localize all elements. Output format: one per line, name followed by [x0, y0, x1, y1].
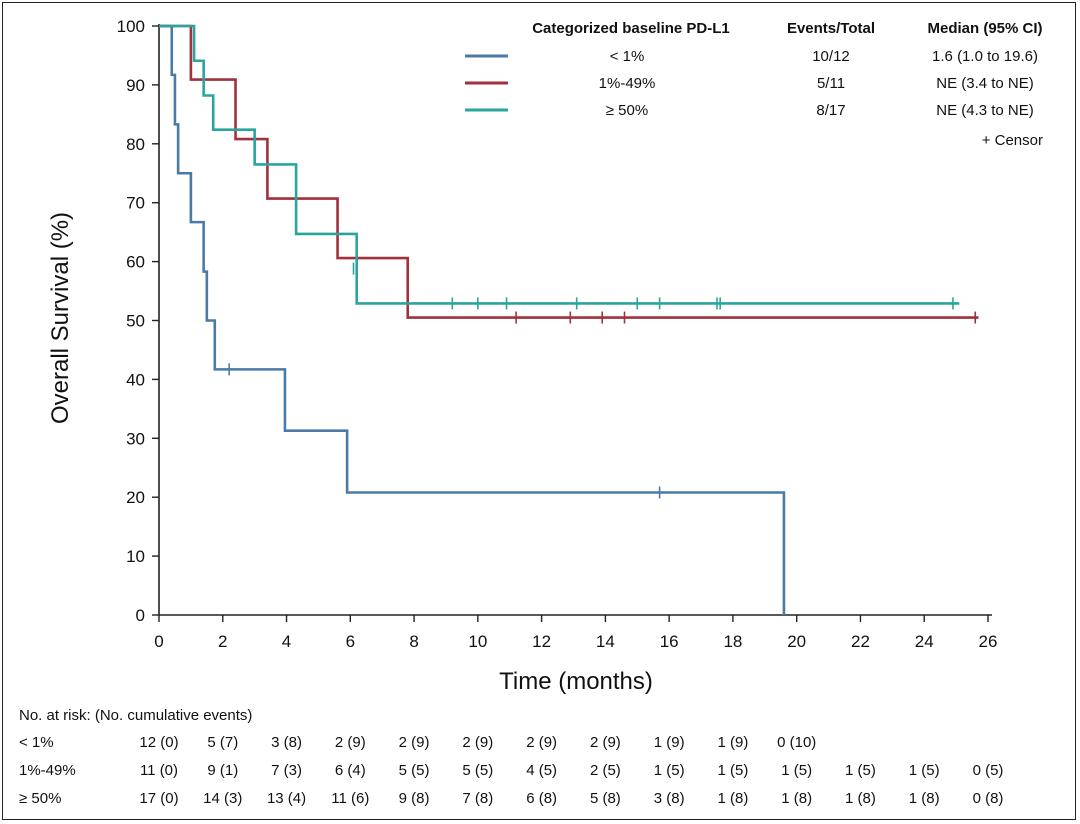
- risk-cell: 1 (5): [845, 762, 876, 779]
- y-tick-label: 80: [126, 135, 145, 154]
- x-tick-label: 22: [851, 632, 870, 651]
- x-axis-label: Time (months): [499, 668, 653, 695]
- risk-cell: 4 (5): [526, 762, 557, 779]
- risk-cell: 2 (5): [590, 762, 621, 779]
- risk-cell: 5 (8): [590, 790, 621, 807]
- risk-cell: 0 (8): [973, 790, 1004, 807]
- risk-cell: 1 (5): [781, 762, 812, 779]
- y-tick-label: 30: [126, 429, 145, 448]
- x-tick-label: 20: [787, 632, 806, 651]
- risk-cell: 14 (3): [203, 790, 242, 807]
- y-tick-label: 100: [117, 17, 145, 36]
- risk-cell: 6 (4): [335, 762, 366, 779]
- risk-cell: 1 (8): [718, 790, 749, 807]
- risk-cell: 1 (8): [845, 790, 876, 807]
- risk-row-label: ≥ 50%: [19, 790, 61, 807]
- risk-cell: 11 (6): [331, 790, 369, 807]
- risk-row-label: 1%-49%: [19, 762, 76, 779]
- risk-cell: 2 (9): [399, 734, 430, 751]
- legend-header-median: Median (95% CI): [927, 20, 1042, 37]
- risk-cell: 9 (1): [207, 762, 238, 779]
- x-tick-label: 26: [979, 632, 998, 651]
- risk-cell: 5 (5): [399, 762, 430, 779]
- survival-curve-1: [159, 24, 979, 319]
- legend-header-group: Categorized baseline PD-L1: [532, 20, 730, 37]
- x-tick-label: 4: [282, 632, 291, 651]
- risk-row-label: < 1%: [19, 734, 54, 751]
- legend-censor-note: + Censor: [982, 132, 1043, 149]
- survival-curves: [159, 24, 979, 615]
- y-tick-label: 40: [126, 370, 145, 389]
- legend-label: ≥ 50%: [606, 102, 648, 119]
- y-axis-label: Overall Survival (%): [47, 212, 74, 424]
- survival-curve-2: [159, 24, 960, 305]
- risk-cell: 7 (8): [462, 790, 493, 807]
- x-tick-label: 2: [218, 632, 227, 651]
- y-tick-label: 90: [126, 76, 145, 95]
- risk-table-title: No. at risk: (No. cumulative events): [19, 707, 252, 724]
- risk-cell: 1 (5): [909, 762, 940, 779]
- risk-table: No. at risk: (No. cumulative events) < 1%…: [19, 707, 1003, 807]
- legend-events: 10/12: [812, 48, 850, 65]
- legend-label: 1%-49%: [599, 75, 656, 92]
- risk-cell: 2 (9): [335, 734, 366, 751]
- risk-cell: 3 (8): [654, 790, 685, 807]
- risk-cell: 17 (0): [139, 790, 178, 807]
- x-tick-label: 6: [346, 632, 355, 651]
- legend-label: < 1%: [610, 48, 645, 65]
- x-tick-label: 16: [660, 632, 679, 651]
- risk-cell: 2 (9): [590, 734, 621, 751]
- x-tick-label: 24: [915, 632, 934, 651]
- x-tick-label: 10: [468, 632, 487, 651]
- risk-cell: 1 (8): [909, 790, 940, 807]
- legend-header-events: Events/Total: [787, 20, 875, 37]
- risk-cell: 6 (8): [526, 790, 557, 807]
- legend-median: NE (3.4 to NE): [936, 75, 1034, 92]
- survival-curve-0: [159, 24, 786, 615]
- x-tick-label: 14: [596, 632, 615, 651]
- legend-median: 1.6 (1.0 to 19.6): [932, 48, 1038, 65]
- risk-cell: 5 (5): [462, 762, 493, 779]
- legend: Categorized baseline PD-L1 Events/Total Me…: [465, 20, 1043, 149]
- risk-cell: 1 (8): [781, 790, 812, 807]
- y-tick-label: 10: [126, 547, 145, 566]
- risk-cell: 2 (9): [462, 734, 493, 751]
- risk-cell: 7 (3): [271, 762, 302, 779]
- x-tick-label: 0: [154, 632, 163, 651]
- y-tick-label: 20: [126, 488, 145, 507]
- y-tick-label: 0: [136, 606, 145, 625]
- y-tick-label: 60: [126, 253, 145, 272]
- risk-cell: 1 (5): [718, 762, 749, 779]
- risk-cell: 11 (0): [140, 762, 178, 779]
- risk-cell: 1 (9): [654, 734, 685, 751]
- legend-events: 5/11: [817, 75, 845, 92]
- y-tick-label: 70: [126, 194, 145, 213]
- x-tick-label: 18: [723, 632, 742, 651]
- risk-cell: 13 (4): [267, 790, 306, 807]
- risk-cell: 9 (8): [399, 790, 430, 807]
- x-tick-label: 12: [532, 632, 551, 651]
- risk-cell: 2 (9): [526, 734, 557, 751]
- x-tick-label: 8: [409, 632, 418, 651]
- risk-cell: 1 (9): [718, 734, 749, 751]
- y-tick-label: 50: [126, 312, 145, 331]
- risk-cell: 1 (5): [654, 762, 685, 779]
- risk-cell: 12 (0): [139, 734, 178, 751]
- risk-cell: 0 (10): [777, 734, 816, 751]
- legend-median: NE (4.3 to NE): [936, 102, 1034, 119]
- risk-cell: 3 (8): [271, 734, 302, 751]
- legend-events: 8/17: [816, 102, 845, 119]
- risk-cell: 0 (5): [973, 762, 1004, 779]
- risk-cell: 5 (7): [207, 734, 238, 751]
